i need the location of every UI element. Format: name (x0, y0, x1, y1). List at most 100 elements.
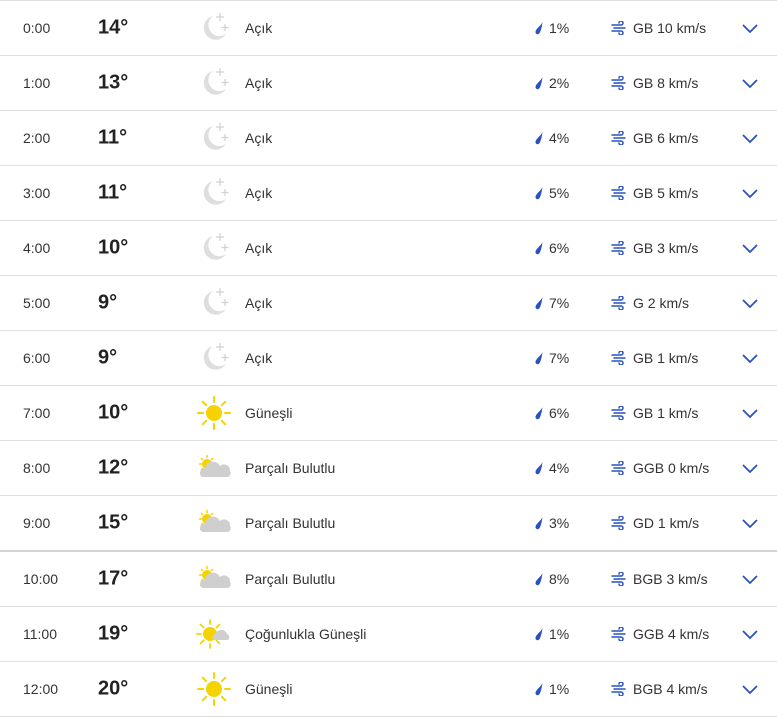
chevron-down-icon[interactable] (741, 352, 759, 364)
chevron-down-icon[interactable] (741, 683, 759, 695)
temperature: 10° (98, 401, 129, 424)
hour-time: 9:00 (23, 515, 51, 531)
forecast-row[interactable]: 1:00 13° Açık 2% GB 8 km/s (0, 56, 777, 111)
chevron-down-icon[interactable] (741, 242, 759, 254)
condition-label: Açık (245, 75, 273, 91)
temperature: 12° (98, 456, 129, 479)
wind-info: GB 1 km/s (633, 405, 699, 421)
forecast-row[interactable]: 0:00 14° Açık 1% GB 10 km/s (0, 1, 777, 56)
chevron-down-icon[interactable] (741, 132, 759, 144)
precipitation-chance: 6% (549, 240, 570, 256)
temperature: 9° (98, 346, 118, 369)
wind-info: BGB 4 km/s (633, 681, 708, 697)
raindrop-icon (535, 187, 543, 200)
forecast-row[interactable]: 3:00 11° Açık 5% GB 5 km/s (0, 166, 777, 221)
chevron-down-icon[interactable] (741, 407, 759, 419)
wind-icon (611, 241, 626, 255)
raindrop-icon (535, 407, 543, 420)
temperature: 11° (98, 181, 128, 204)
condition-label: Güneşli (245, 681, 293, 697)
wind-info: GB 10 km/s (633, 20, 707, 36)
forecast-row[interactable]: 7:00 10° Güneşli 6% GB 1 km/s (0, 386, 777, 441)
sun-icon (197, 396, 231, 430)
wind-info: GGB 4 km/s (633, 626, 710, 642)
raindrop-icon (535, 683, 543, 696)
temperature: 9° (98, 291, 118, 314)
temperature: 17° (98, 567, 129, 590)
moon-icon (203, 122, 230, 151)
precipitation-chance: 8% (549, 571, 570, 587)
moon-icon (203, 287, 230, 316)
temperature: 11° (98, 126, 128, 149)
wind-info: GB 1 km/s (633, 350, 699, 366)
condition-label: Açık (245, 130, 273, 146)
raindrop-icon (535, 77, 543, 90)
hour-time: 5:00 (23, 295, 51, 311)
raindrop-icon (535, 462, 543, 475)
chevron-down-icon[interactable] (741, 573, 759, 585)
forecast-row[interactable]: 8:00 12° Parçalı Bulutlu 4% GGB 0 km/s (0, 441, 777, 496)
moon-icon (203, 342, 230, 371)
condition-label: Parçalı Bulutlu (245, 515, 336, 531)
condition-label: Açık (245, 350, 273, 366)
wind-icon (611, 296, 626, 310)
chevron-down-icon[interactable] (741, 187, 759, 199)
forecast-row[interactable]: 4:00 10° Açık 6% GB 3 km/s (0, 221, 777, 276)
wind-info: GD 1 km/s (633, 515, 700, 531)
hour-time: 2:00 (23, 130, 51, 146)
chevron-down-icon[interactable] (741, 517, 759, 529)
chevron-down-icon[interactable] (741, 77, 759, 89)
partly-cloudy-icon (198, 565, 232, 589)
hour-time: 1:00 (23, 75, 51, 91)
wind-icon (611, 516, 626, 530)
forecast-row[interactable]: 9:00 15° Parçalı Bulutlu 3% GD 1 km/s (0, 496, 777, 552)
wind-icon (611, 351, 626, 365)
wind-info: GB 3 km/s (633, 240, 699, 256)
hour-time: 8:00 (23, 460, 51, 476)
precipitation-chance: 1% (549, 20, 570, 36)
temperature: 14° (98, 16, 129, 39)
moon-icon (203, 232, 230, 261)
raindrop-icon (535, 517, 543, 530)
forecast-row[interactable]: 2:00 11° Açık 4% GB 6 km/s (0, 111, 777, 166)
temperature: 15° (98, 511, 129, 534)
precipitation-chance: 4% (549, 460, 570, 476)
wind-info: BGB 3 km/s (633, 571, 708, 587)
temperature: 19° (98, 622, 129, 645)
wind-info: GB 8 km/s (633, 75, 699, 91)
chevron-down-icon[interactable] (741, 297, 759, 309)
precipitation-chance: 1% (549, 626, 570, 642)
mostly-sunny-icon (196, 619, 231, 649)
precipitation-chance: 3% (549, 515, 570, 531)
forecast-row[interactable]: 11:00 19° Çoğunlukla Güneşli 1% GGB 4 km… (0, 607, 777, 662)
wind-icon (611, 76, 626, 90)
chevron-down-icon[interactable] (741, 628, 759, 640)
partly-cloudy-icon (198, 509, 232, 533)
moon-icon (203, 67, 230, 96)
wind-icon (611, 186, 626, 200)
wind-icon (611, 131, 626, 145)
temperature: 20° (98, 677, 129, 700)
hour-time: 6:00 (23, 350, 51, 366)
condition-label: Güneşli (245, 405, 293, 421)
forecast-row[interactable]: 10:00 17° Parçalı Bulutlu 8% BGB 3 km/s (0, 552, 777, 607)
wind-info: GB 5 km/s (633, 185, 699, 201)
raindrop-icon (535, 22, 543, 35)
chevron-down-icon[interactable] (741, 22, 759, 34)
forecast-row[interactable]: 12:00 20° Güneşli 1% BGB 4 km/s (0, 662, 777, 717)
wind-icon (611, 406, 626, 420)
precipitation-chance: 4% (549, 130, 570, 146)
condition-label: Çoğunlukla Güneşli (245, 626, 367, 642)
temperature: 10° (98, 236, 129, 259)
wind-icon (611, 682, 626, 696)
wind-info: GGB 0 km/s (633, 460, 710, 476)
hour-time: 10:00 (23, 571, 59, 587)
condition-label: Parçalı Bulutlu (245, 460, 336, 476)
wind-icon (611, 21, 626, 35)
forecast-row[interactable]: 5:00 9° Açık 7% G 2 km/s (0, 276, 777, 331)
forecast-row[interactable]: 6:00 9° Açık 7% GB 1 km/s (0, 331, 777, 386)
chevron-down-icon[interactable] (741, 462, 759, 474)
wind-icon (611, 627, 626, 641)
precipitation-chance: 2% (549, 75, 570, 91)
